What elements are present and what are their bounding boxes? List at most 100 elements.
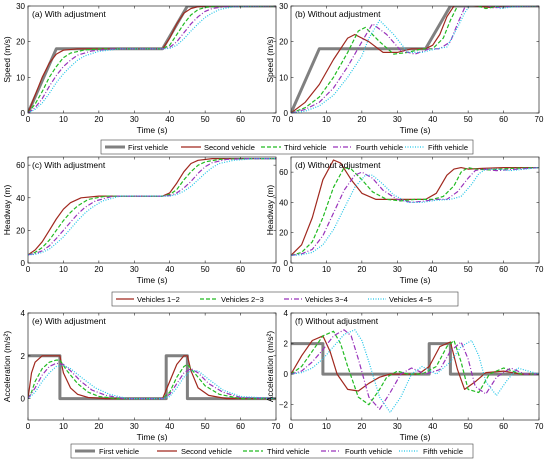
x-tick-label: 10 (322, 422, 331, 431)
panel-title: (a) With adjustment (32, 9, 106, 19)
y-tick-label: 40 (279, 198, 288, 207)
y-tick-label: 60 (279, 168, 288, 177)
y-tick-label: 60 (16, 161, 25, 170)
y-axis-label: Headway (m) (2, 185, 12, 236)
y-axis-label: Acceleration (m/s²) (2, 331, 12, 402)
series-group (291, 6, 539, 113)
y-tick-label: −2 (279, 401, 289, 410)
legend-item-second: Second vehicle (157, 447, 232, 456)
y-tick-label: 0 (284, 370, 289, 379)
x-tick-label: 0 (26, 115, 31, 124)
y-tick-label: 0 (284, 109, 289, 118)
x-tick-label: 40 (165, 265, 174, 274)
x-tick-label: 50 (201, 265, 210, 274)
x-tick-label: 60 (499, 422, 508, 431)
x-tick-label: 60 (236, 115, 245, 124)
series-line-fifth-vehicle (291, 329, 539, 413)
y-tick-label: 10 (279, 73, 288, 82)
legend-item-pair-1-2: Vehicles 1−2 (116, 295, 180, 304)
series-group (291, 159, 539, 256)
series-line-third-vehicle (28, 359, 276, 400)
x-axis-label: Time (s) (400, 275, 431, 285)
x-tick-label: 50 (201, 422, 210, 431)
panel-title: (c) With adjustment (32, 160, 106, 170)
series-line-fourth-vehicle (291, 6, 539, 113)
legend-item-first: First vehicle (105, 143, 168, 152)
legend-item-first: First vehicle (75, 447, 139, 456)
x-axis-label: Time (s) (400, 432, 431, 442)
x-tick-label: 60 (499, 265, 508, 274)
legend-item-second: Second vehicle (181, 143, 255, 152)
legend-label-fourth: Fourth vehicle (345, 447, 392, 456)
y-tick-label: 0 (21, 109, 26, 118)
x-axis-label: Time (s) (137, 275, 168, 285)
x-tick-label: 70 (535, 115, 544, 124)
x-tick-label: 30 (393, 115, 402, 124)
series-group (28, 6, 276, 113)
y-tick-label: 0 (284, 259, 289, 268)
plot-area (28, 157, 276, 263)
y-tick-label: 20 (16, 38, 25, 47)
legend-item-fourth: Fourth vehicle (321, 447, 392, 456)
axes-box (27, 312, 277, 421)
x-tick-label: 20 (357, 422, 366, 431)
x-tick-label: 30 (393, 422, 402, 431)
x-tick-label: 30 (130, 422, 139, 431)
series-group (28, 158, 276, 256)
x-tick-label: 10 (59, 422, 68, 431)
x-tick-label: 20 (357, 265, 366, 274)
x-axis-label: Time (s) (400, 125, 431, 135)
x-tick-label: 50 (464, 115, 473, 124)
panel-title: (d) Without adjustment (295, 160, 381, 170)
legend-item-pair-2-3: Vehicles 2−3 (200, 295, 264, 304)
plot-area (28, 6, 276, 113)
x-tick-label: 40 (428, 115, 437, 124)
panel-title: (f) Without adjustment (295, 316, 379, 326)
y-tick-label: 0 (21, 259, 26, 268)
y-tick-label: 4 (284, 309, 289, 318)
x-tick-label: 70 (272, 115, 281, 124)
x-axis-label: Time (s) (137, 432, 168, 442)
series-group (291, 329, 539, 413)
series-line-fourth-vehicle (28, 362, 276, 400)
series-line-fourth-vehicle (291, 329, 539, 410)
legend-label-pair-4-5: Vehicles 4−5 (389, 295, 432, 304)
legend-label-second: Second vehicle (204, 143, 255, 152)
y-axis-label: Speed (m/s) (2, 36, 12, 82)
y-tick-label: 30 (16, 2, 25, 11)
legend-label-pair-1-2: Vehicles 1−2 (137, 295, 180, 304)
y-tick-label: 20 (279, 229, 288, 238)
plot-area (291, 157, 539, 263)
x-tick-label: 70 (535, 422, 544, 431)
legend-vehicles-bottom: First vehicle Second vehicle Third vehic… (70, 443, 474, 459)
x-tick-label: 40 (428, 422, 437, 431)
legend-item-fifth: Fifth vehicle (405, 143, 468, 152)
series-line-second-vehicle (291, 6, 539, 113)
axes-box (290, 156, 540, 264)
x-tick-label: 10 (59, 265, 68, 274)
series-line-first-vehicle (291, 342, 539, 376)
legend-pairs: Vehicles 1−2 Vehicles 2−3 Vehicles 3−4 V… (111, 291, 459, 307)
x-tick-label: 20 (94, 265, 103, 274)
x-tick-label: 0 (289, 265, 294, 274)
x-axis-label: Time (s) (137, 125, 168, 135)
panel-title: (e) With adjustment (32, 316, 106, 326)
legend-label-fourth: Fourth vehicle (356, 143, 403, 152)
series-line-fifth-vehicle (291, 6, 539, 113)
x-tick-label: 70 (272, 265, 281, 274)
series-line-third-vehicle (291, 6, 539, 113)
series-line-second-vehicle (28, 355, 276, 400)
y-tick-label: 20 (16, 226, 25, 235)
series-line-vehicles-4-5 (28, 158, 276, 256)
series-line-first-vehicle (28, 354, 276, 401)
chart-c: 0 10 20 30 40 50 60 70 0 20 40 60 (c) With adjustmen… (2, 156, 281, 285)
axes-box (27, 156, 277, 264)
chart-e: 0 10 20 30 40 50 60 70 0 2 4 (e) With adjustment Tim… (2, 309, 281, 442)
y-tick-label: 2 (21, 352, 26, 361)
series-line-fifth-vehicle (28, 6, 276, 113)
x-tick-label: 10 (59, 115, 68, 124)
x-tick-label: 50 (464, 422, 473, 431)
y-tick-label: 30 (279, 2, 288, 11)
